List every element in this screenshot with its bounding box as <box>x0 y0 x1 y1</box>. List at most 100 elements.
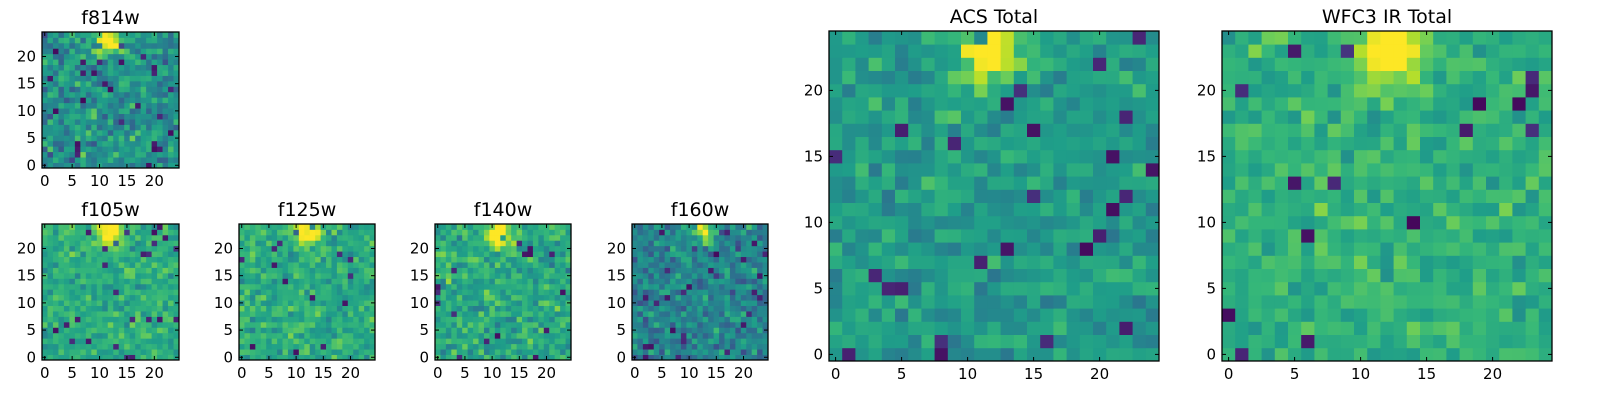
heatmap-cell <box>440 251 447 258</box>
heatmap-cell <box>1446 149 1460 164</box>
heatmap-cell <box>1132 308 1147 322</box>
heatmap-cell <box>560 229 566 236</box>
heatmap-cell <box>489 321 496 328</box>
heatmap-cell <box>1013 255 1028 269</box>
heatmap-cell <box>532 327 539 334</box>
heatmap-cell <box>1525 281 1540 296</box>
heatmap-cell <box>91 349 98 355</box>
heatmap-cell <box>1066 31 1081 45</box>
heatmap-cell <box>908 215 922 230</box>
heatmap-cell <box>118 140 125 147</box>
heatmap-cell <box>260 229 267 236</box>
heatmap-cell <box>140 32 147 38</box>
heatmap-cell <box>63 240 70 247</box>
heatmap-cell <box>908 31 922 45</box>
heatmap-cell <box>987 110 1001 124</box>
heatmap-cell <box>173 42 180 49</box>
heatmap-cell <box>249 245 256 252</box>
heatmap-cell <box>91 256 98 263</box>
heatmap-cell <box>239 267 245 274</box>
heatmap-cell <box>157 48 163 55</box>
heatmap-cell <box>494 272 501 279</box>
heatmap-cell <box>1079 110 1094 124</box>
heatmap-cell <box>102 305 109 312</box>
heatmap-cell <box>505 332 512 339</box>
heatmap-cell <box>680 305 687 312</box>
heatmap-cell <box>244 234 251 241</box>
heatmap-cell <box>842 176 856 190</box>
heatmap-cell <box>326 245 332 252</box>
heatmap-cell <box>168 332 174 339</box>
heatmap-cell <box>532 229 539 236</box>
heatmap-cell <box>494 289 501 296</box>
heatmap-cell <box>435 338 441 345</box>
heatmap-cell <box>1301 189 1315 203</box>
heatmap-cell <box>157 80 163 87</box>
heatmap-cell <box>336 229 343 236</box>
heatmap-cell <box>118 135 125 142</box>
heatmap-cell <box>42 256 48 263</box>
heatmap-cell <box>549 251 556 258</box>
heatmap-cell <box>538 332 545 339</box>
heatmap-cell <box>934 31 949 45</box>
heatmap-cell <box>1486 149 1500 164</box>
heatmap-cell <box>1288 176 1302 190</box>
heatmap-cell <box>440 311 447 317</box>
heatmap-cell <box>483 321 490 328</box>
heatmap-cell <box>287 343 294 350</box>
heatmap-cell <box>124 48 131 55</box>
heatmap-cell <box>129 294 136 301</box>
heatmap-cell <box>740 278 747 285</box>
heatmap-cell <box>47 140 54 147</box>
heatmap-cell <box>543 251 550 258</box>
heatmap-cell <box>746 289 753 296</box>
heatmap-cell <box>1327 347 1342 362</box>
heatmap-cell <box>895 308 909 322</box>
heatmap-cell <box>751 251 758 258</box>
heatmap-cell <box>124 75 131 82</box>
heatmap-cell <box>1013 149 1028 164</box>
heatmap-cell <box>239 240 245 247</box>
heatmap-cell <box>1499 255 1513 269</box>
heatmap-cell <box>1406 97 1421 111</box>
heatmap-cell <box>648 289 655 296</box>
heatmap-cell <box>1354 110 1368 124</box>
heatmap-cell <box>708 349 714 355</box>
heatmap-cell <box>473 354 479 361</box>
heatmap-cell <box>124 129 131 136</box>
heatmap-cell <box>1486 83 1500 98</box>
heatmap-cell <box>102 162 109 169</box>
heatmap-cell <box>670 321 676 328</box>
heatmap-cell <box>173 294 180 301</box>
heatmap-cell <box>947 268 962 283</box>
heatmap-cell <box>80 262 87 268</box>
heatmap-cell <box>829 44 843 58</box>
heatmap-cell <box>505 305 512 312</box>
heatmap-cell <box>1013 215 1028 230</box>
heatmap-cell <box>467 311 474 317</box>
heatmap-cell <box>42 70 48 76</box>
heatmap-cell <box>69 91 76 98</box>
heatmap-cell <box>52 129 59 136</box>
heatmap-cell <box>549 294 556 301</box>
heatmap-cell <box>140 70 147 76</box>
heatmap-cell <box>708 321 714 328</box>
heatmap-cell <box>244 305 251 312</box>
heatmap-cell <box>560 251 566 258</box>
heatmap-cell <box>52 267 59 274</box>
heatmap-cell <box>549 343 556 350</box>
heatmap-cell <box>74 75 81 82</box>
heatmap-cell <box>85 146 92 153</box>
heatmap-cell <box>63 305 70 312</box>
heatmap-cell <box>255 321 262 328</box>
heatmap-cell <box>881 149 896 164</box>
heatmap-cell <box>320 234 327 241</box>
heatmap-cell <box>69 86 76 93</box>
heatmap-cell <box>1053 347 1067 362</box>
heatmap-cell <box>483 224 490 230</box>
y-tick-label: 5 <box>616 321 626 339</box>
heatmap-cell <box>829 136 843 151</box>
heatmap-cell <box>762 256 769 263</box>
heatmap-cell <box>369 256 376 263</box>
heatmap-cell <box>1406 149 1421 164</box>
